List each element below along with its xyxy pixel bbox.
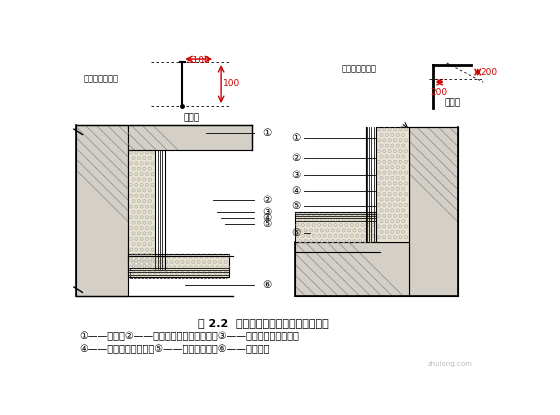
Bar [128, 150, 155, 269]
Text: ①——基层；②——喷涂聚氨酯硬泡保温层；③——聚氨酯硬泡界面层；: ①——基层；②——喷涂聚氨酯硬泡保温层；③——聚氨酯硬泡界面层； [80, 331, 299, 341]
Text: ≥100: ≥100 [185, 56, 210, 65]
Bar [376, 127, 409, 242]
Bar [128, 254, 229, 277]
Text: ③: ③ [262, 207, 272, 217]
Text: ④: ④ [262, 212, 272, 223]
Text: 图 2.2  墙体拐角等部位喷涂构造示意图: 图 2.2 墙体拐角等部位喷涂构造示意图 [198, 318, 329, 328]
Text: ⑤: ⑤ [262, 219, 272, 229]
Text: 100: 100 [223, 79, 241, 88]
Text: ①: ① [292, 133, 301, 143]
Text: 200: 200 [480, 68, 498, 77]
Text: ③: ③ [292, 170, 301, 180]
Polygon shape [295, 242, 409, 296]
Text: 阴角网格布搭接: 阴角网格布搭接 [84, 75, 119, 83]
Text: 阳角网格布搭接: 阳角网格布搭接 [341, 65, 376, 73]
Text: ⑤: ⑤ [292, 201, 301, 211]
Polygon shape [76, 125, 128, 296]
Text: 网格布: 网格布 [184, 114, 200, 123]
Polygon shape [128, 125, 252, 150]
Text: ④——抹面胶浆防护层；⑤——玻纤网格布；⑥——饰面层；: ④——抹面胶浆防护层；⑤——玻纤网格布；⑥——饰面层； [80, 344, 270, 354]
Text: ⑥: ⑥ [292, 228, 301, 238]
Text: ②: ② [262, 195, 272, 205]
Polygon shape [409, 127, 458, 296]
Text: ①: ① [262, 128, 272, 138]
Text: 网格布: 网格布 [444, 98, 460, 107]
Text: ④: ④ [292, 186, 301, 196]
Text: 200: 200 [430, 88, 447, 97]
Text: zhulong.com: zhulong.com [427, 361, 472, 367]
Text: ⑥: ⑥ [262, 280, 272, 290]
Bar [295, 212, 376, 242]
Text: ②: ② [292, 153, 301, 163]
